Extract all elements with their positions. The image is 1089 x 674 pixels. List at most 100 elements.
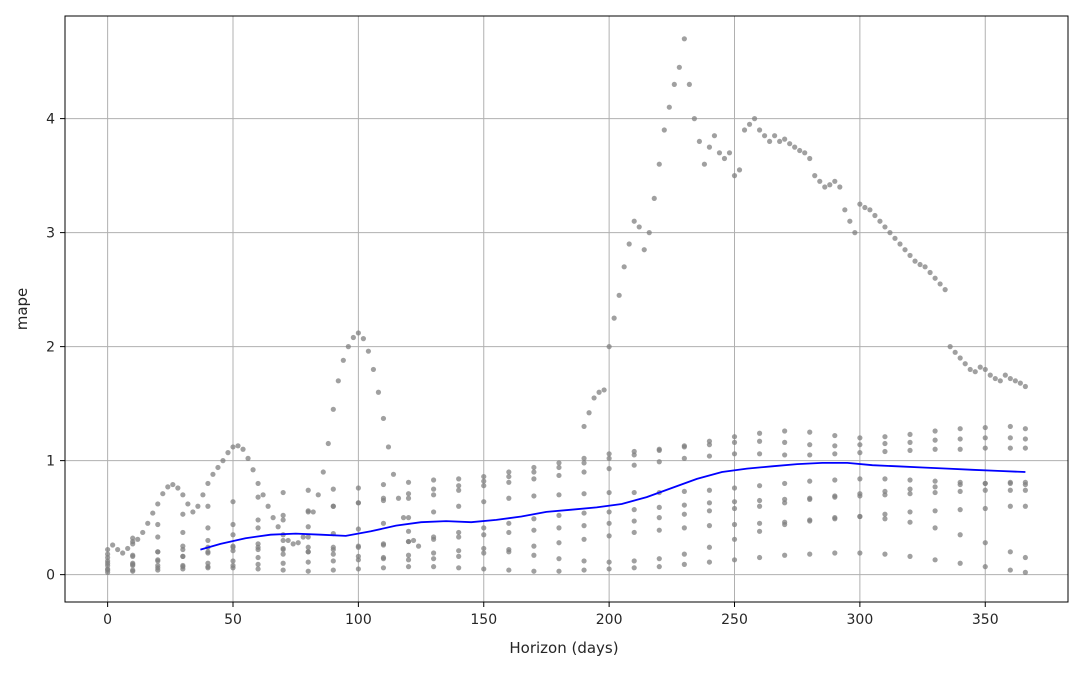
- data-point: [817, 178, 823, 184]
- data-point: [832, 443, 838, 449]
- data-point: [481, 550, 487, 556]
- data-point: [295, 540, 301, 546]
- data-point: [932, 525, 938, 531]
- data-point: [756, 503, 763, 509]
- data-point: [741, 127, 748, 133]
- data-point: [506, 469, 512, 475]
- data-point: [646, 230, 652, 236]
- data-point: [731, 557, 738, 563]
- data-point: [280, 517, 286, 523]
- data-point: [581, 523, 587, 529]
- data-point: [681, 502, 687, 508]
- data-point: [355, 500, 361, 506]
- data-point: [155, 534, 161, 540]
- data-point: [205, 537, 211, 544]
- data-point: [330, 558, 336, 564]
- data-point: [400, 515, 407, 521]
- data-point: [205, 525, 211, 531]
- data-point: [907, 477, 913, 483]
- data-point: [681, 561, 687, 567]
- data-point: [230, 565, 236, 571]
- data-point: [431, 477, 437, 483]
- data-point: [902, 247, 908, 253]
- data-point: [937, 281, 943, 287]
- data-point: [782, 500, 788, 506]
- data-point: [556, 525, 562, 531]
- data-point: [927, 269, 933, 276]
- data-point: [957, 532, 963, 538]
- data-point: [962, 361, 968, 367]
- data-point: [270, 515, 276, 521]
- data-point: [631, 489, 637, 496]
- data-point: [556, 556, 562, 562]
- data-point: [907, 439, 913, 445]
- data-point: [581, 491, 587, 497]
- data-point: [756, 438, 763, 444]
- data-point: [706, 544, 713, 550]
- data-point: [305, 549, 311, 555]
- data-point: [255, 544, 261, 550]
- data-point: [882, 476, 888, 482]
- data-point: [105, 554, 111, 561]
- data-point: [606, 520, 612, 526]
- data-point: [531, 516, 537, 522]
- data-point: [405, 515, 412, 521]
- data-point: [330, 544, 336, 550]
- data-point: [120, 550, 126, 556]
- data-point: [481, 532, 487, 538]
- data-point: [656, 527, 662, 533]
- data-point: [405, 528, 412, 534]
- data-point: [1007, 567, 1013, 573]
- data-point: [355, 330, 361, 336]
- data-point: [932, 557, 938, 563]
- data-point: [631, 448, 637, 455]
- data-point: [370, 366, 377, 373]
- data-point: [305, 524, 311, 530]
- data-point: [405, 557, 412, 563]
- data-point: [230, 548, 236, 554]
- data-point: [767, 138, 773, 145]
- data-point: [335, 378, 341, 384]
- data-point: [255, 480, 261, 487]
- data-point: [556, 460, 562, 466]
- data-point: [305, 487, 311, 493]
- data-point: [681, 511, 687, 517]
- data-point: [456, 565, 462, 571]
- data-point: [235, 443, 241, 449]
- data-point: [641, 247, 647, 253]
- data-point: [1002, 372, 1008, 378]
- data-point: [431, 550, 437, 556]
- data-point: [997, 378, 1003, 384]
- data-point: [706, 523, 713, 529]
- data-point: [807, 155, 813, 162]
- data-point: [380, 541, 387, 547]
- data-point: [731, 505, 738, 512]
- data-point: [681, 525, 687, 531]
- data-point: [1012, 378, 1018, 384]
- data-point: [982, 445, 988, 451]
- data-point: [345, 344, 351, 350]
- data-point: [681, 444, 687, 450]
- data-point: [957, 355, 963, 361]
- data-point: [897, 241, 903, 247]
- data-point: [140, 529, 146, 536]
- data-point: [481, 478, 487, 484]
- data-point: [380, 481, 387, 488]
- data-point: [581, 469, 587, 475]
- data-point: [792, 144, 798, 150]
- data-point: [782, 552, 788, 558]
- data-point: [746, 121, 753, 127]
- data-point: [696, 138, 702, 145]
- data-point: [581, 567, 587, 573]
- data-point: [827, 182, 833, 188]
- data-point: [556, 472, 562, 479]
- data-point: [942, 287, 948, 293]
- data-point: [756, 430, 763, 436]
- data-point: [932, 428, 938, 434]
- data-point: [967, 366, 973, 373]
- data-point: [907, 519, 913, 525]
- data-point: [606, 455, 612, 461]
- data-point: [456, 476, 462, 482]
- data-point: [190, 509, 196, 515]
- data-point: [330, 551, 336, 557]
